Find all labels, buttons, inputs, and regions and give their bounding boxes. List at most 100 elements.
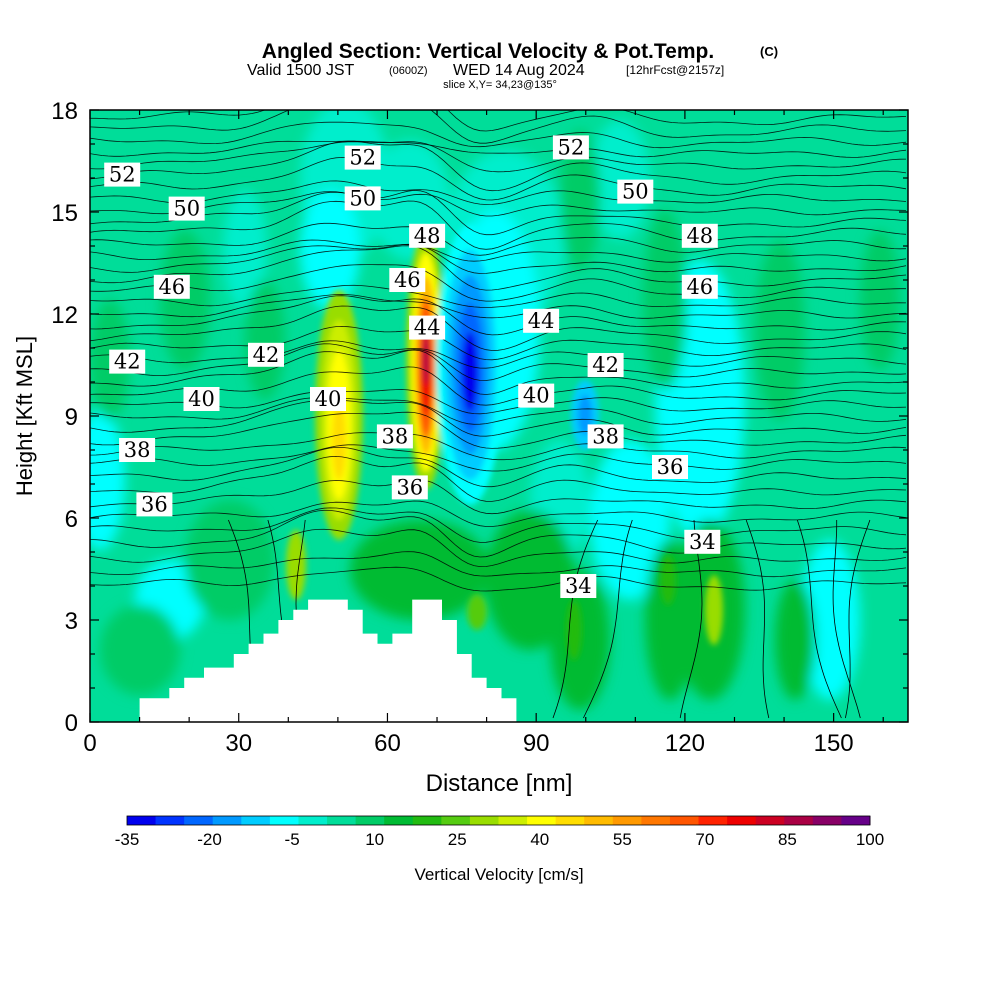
contour-label: 36 — [136, 492, 173, 517]
y-axis-title: Height [Kft MSL] — [12, 336, 37, 496]
isentrope-line — [90, 399, 907, 437]
y-tick-label: 6 — [65, 506, 78, 533]
valid-utc: (0600Z) — [389, 65, 428, 77]
contour-label-text: 46 — [686, 275, 713, 299]
contour-label-text: 48 — [414, 224, 441, 248]
contour-label-text: 38 — [592, 424, 619, 448]
contour-label-box — [183, 387, 220, 411]
colorbar-tick-label: 25 — [448, 830, 467, 849]
field-patch — [860, 230, 900, 370]
isentrope-line — [90, 295, 907, 336]
terrain-mask — [139, 599, 517, 722]
contour-label: 48 — [409, 223, 446, 248]
contour-label-text: 46 — [158, 275, 185, 299]
colorbar-tick-label: 10 — [365, 830, 384, 849]
y-tick-label: 15 — [51, 200, 78, 227]
colorbar-swatch — [555, 816, 585, 825]
field-patch — [643, 210, 687, 390]
isentrope-line — [90, 411, 907, 449]
potential-temperature-contours — [90, 110, 907, 719]
contour-label-box — [409, 223, 446, 248]
colorbar-swatch — [669, 816, 700, 825]
isentrope-line — [90, 243, 907, 274]
contour-label-text: 42 — [592, 353, 619, 377]
contour-label: 36 — [652, 455, 688, 479]
contour-label-box — [376, 424, 413, 449]
contour-label: 42 — [587, 353, 624, 377]
field-patch — [660, 555, 676, 605]
field-patch — [223, 190, 267, 310]
isentrope-line — [90, 140, 907, 192]
contour-label-text: 50 — [173, 197, 200, 221]
field-patch — [800, 540, 860, 700]
colorbar-swatch — [527, 816, 557, 825]
field-patch — [462, 332, 478, 412]
contour-label-box — [391, 475, 428, 500]
field-patch — [775, 580, 815, 700]
isentrope-line — [583, 519, 633, 719]
contour-label-box — [617, 179, 654, 204]
isentrope-line — [90, 293, 907, 319]
colorbar-swatch — [784, 816, 814, 825]
contour-label: 52 — [104, 162, 141, 187]
isentrope-line — [90, 340, 907, 369]
contour-label: 46 — [389, 268, 426, 292]
colorbar-frame — [126, 815, 871, 826]
contour-label-text: 44 — [414, 316, 441, 340]
isentrope-line — [90, 507, 907, 543]
contour-label-box — [552, 135, 589, 160]
isentrope-line — [90, 366, 907, 406]
field-patch — [185, 500, 275, 620]
contour-label: 52 — [344, 145, 381, 170]
contour-label-text: 44 — [528, 309, 555, 333]
field-patch — [300, 190, 360, 310]
field-patch — [423, 335, 429, 385]
chart-title-unit: (C) — [760, 44, 778, 59]
colorbar-tick-label: 85 — [778, 830, 797, 849]
isentrope-line — [832, 520, 861, 719]
isentrope-line — [90, 191, 907, 217]
isentrope-line — [90, 432, 907, 461]
contour-label: 38 — [376, 424, 413, 449]
x-tick-label: 0 — [83, 730, 96, 757]
contour-label-box — [136, 492, 173, 517]
contour-label-box — [119, 438, 156, 462]
contour-label-box — [168, 196, 205, 221]
colorbar-tick-label: 40 — [530, 830, 549, 849]
field-patch — [645, 540, 695, 700]
contour-label-text: 34 — [689, 530, 716, 554]
isentrope-line — [90, 396, 907, 425]
isentrope-line — [90, 509, 907, 558]
y-tick-label: 0 — [65, 710, 78, 737]
contour-label-box — [560, 574, 597, 598]
isentrope-line — [90, 110, 907, 132]
isentrope-line — [90, 245, 907, 291]
contour-label-text: 38 — [382, 424, 409, 448]
valid-prefix: Valid 1500 JST — [247, 62, 355, 79]
contour-label-box — [587, 353, 624, 377]
colorbar-tick-label: -5 — [285, 830, 300, 849]
contour-label-box — [518, 383, 555, 408]
contour-label: 50 — [168, 196, 205, 221]
contour-label: 48 — [681, 223, 718, 248]
contour-label-box — [109, 349, 146, 374]
colorbar-swatch — [641, 816, 671, 825]
colorbar-swatch — [155, 816, 185, 825]
contour-label-text: 48 — [686, 224, 713, 248]
x-axis-ticks: 0 30 60 90 120 150 — [83, 110, 884, 757]
isentrope-line — [90, 239, 907, 263]
contour-label-box — [153, 274, 190, 299]
colorbar-swatch — [584, 816, 614, 825]
x-tick-label: 150 — [814, 730, 854, 757]
contour-label-box — [681, 223, 718, 248]
contour-label: 44 — [523, 308, 560, 333]
isentrope-line — [90, 141, 907, 173]
colorbar-swatch — [841, 816, 871, 825]
isentrope-line — [90, 121, 907, 149]
contour-label-box — [104, 162, 141, 187]
contour-label-text: 42 — [114, 350, 141, 374]
field-patch — [566, 600, 582, 660]
colorbar-swatch — [298, 816, 328, 825]
